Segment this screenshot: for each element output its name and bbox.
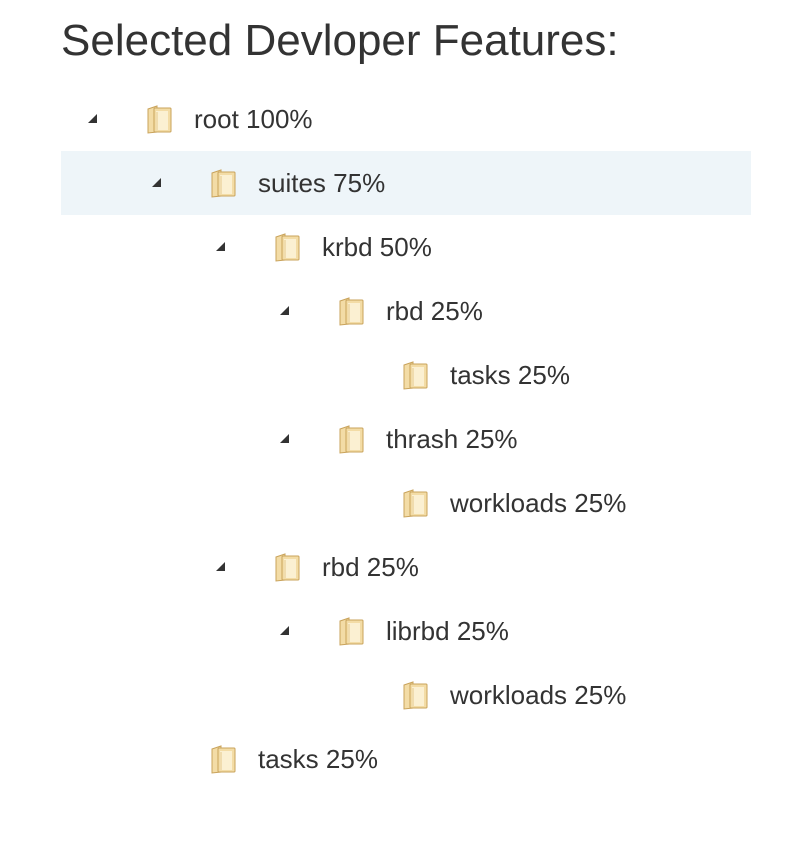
expand-toggle-icon[interactable] — [274, 300, 296, 322]
expand-toggle-icon[interactable] — [146, 172, 168, 194]
tree-node-label[interactable]: rbd 25% — [386, 296, 483, 326]
folder-icon — [399, 679, 431, 711]
folder-icon — [207, 743, 239, 775]
tree-node[interactable]: suites 75% — [0, 151, 789, 215]
folder-icon — [207, 167, 239, 199]
tree-node[interactable]: rbd 25% — [0, 279, 789, 343]
expand-toggle-icon[interactable] — [82, 108, 104, 130]
folder-icon — [335, 423, 367, 455]
tree-node[interactable]: workloads 25% — [0, 663, 789, 727]
tree-node-label[interactable]: librbd 25% — [386, 616, 509, 646]
expand-toggle-icon[interactable] — [274, 428, 296, 450]
folder-icon — [271, 551, 303, 583]
expand-toggle-icon[interactable] — [274, 620, 296, 642]
folder-icon — [399, 359, 431, 391]
folder-icon — [335, 615, 367, 647]
tree-node-label[interactable]: workloads 25% — [450, 680, 627, 710]
tree-node-label[interactable]: root 100% — [194, 104, 313, 134]
tree-node[interactable]: tasks 25% — [0, 343, 789, 407]
folder-icon — [143, 103, 175, 135]
folder-icon — [335, 295, 367, 327]
tree-node[interactable]: thrash 25% — [0, 407, 789, 471]
page-title: Selected Devloper Features: — [61, 16, 619, 65]
feature-tree: root 100% suites 75% krbd 50% rbd 25% tasks … — [0, 87, 789, 791]
tree-node[interactable]: rbd 25% — [0, 535, 789, 599]
expand-toggle-icon[interactable] — [210, 556, 232, 578]
tree-node[interactable]: root 100% — [0, 87, 789, 151]
tree-node-label[interactable]: rbd 25% — [322, 552, 419, 582]
tree-node-label[interactable]: suites 75% — [258, 168, 386, 198]
tree-node-label[interactable]: krbd 50% — [322, 232, 432, 262]
tree-node[interactable]: librbd 25% — [0, 599, 789, 663]
folder-icon — [399, 487, 431, 519]
expand-toggle-icon[interactable] — [210, 236, 232, 258]
tree-node[interactable]: krbd 50% — [0, 215, 789, 279]
folder-icon — [271, 231, 303, 263]
tree-node-label[interactable]: tasks 25% — [258, 744, 378, 774]
tree-node-label[interactable]: thrash 25% — [386, 424, 518, 454]
selected-row-highlight — [61, 151, 751, 215]
tree-node-label[interactable]: tasks 25% — [450, 360, 570, 390]
tree-node-label[interactable]: workloads 25% — [450, 488, 627, 518]
tree-node[interactable]: workloads 25% — [0, 471, 789, 535]
tree-node[interactable]: tasks 25% — [0, 727, 789, 791]
